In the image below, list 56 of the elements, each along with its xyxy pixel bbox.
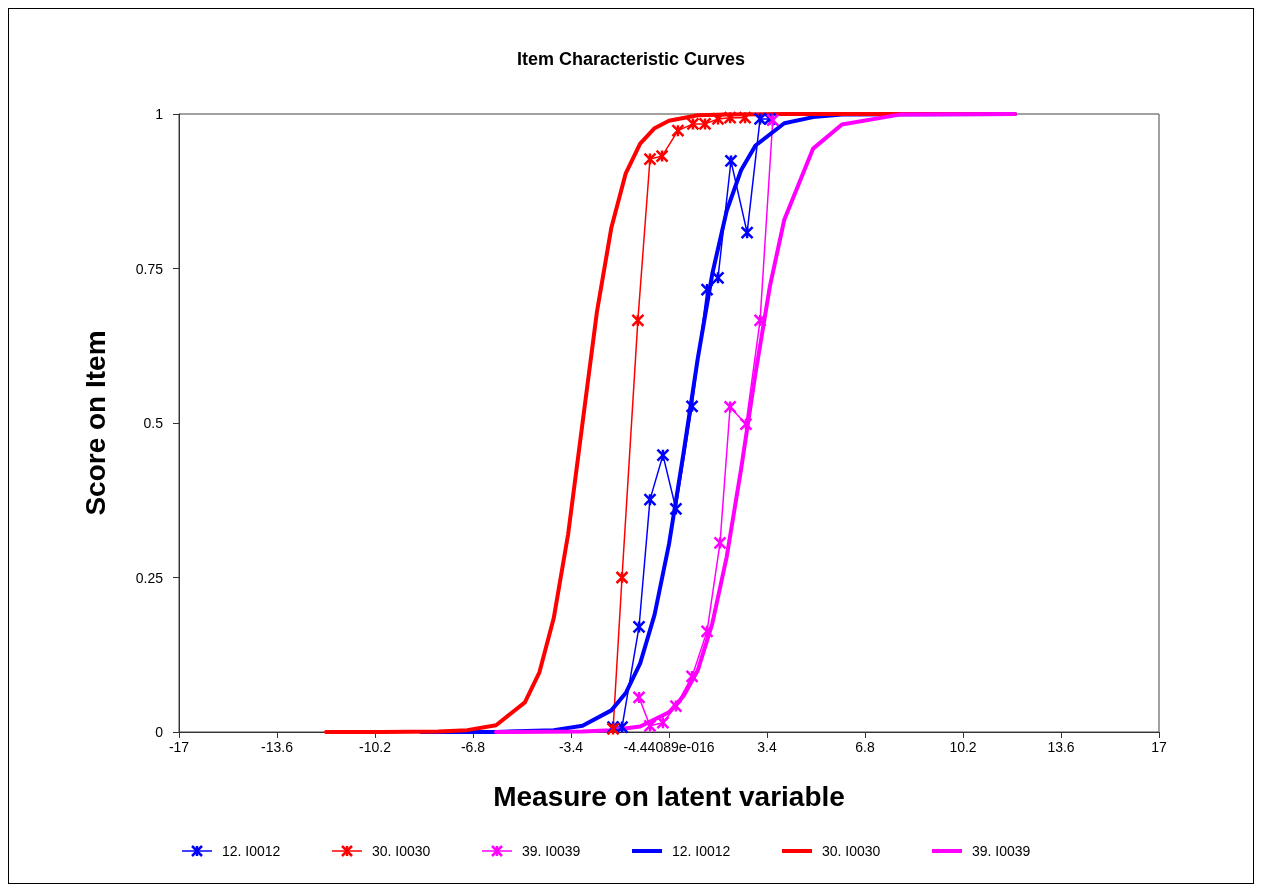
point bbox=[711, 271, 725, 285]
point bbox=[700, 624, 714, 639]
point bbox=[711, 112, 725, 126]
point bbox=[739, 417, 753, 431]
point bbox=[632, 620, 646, 634]
legend-label: 12. I0012 bbox=[222, 843, 281, 859]
x-axis-title: Measure on latent variable bbox=[493, 780, 845, 812]
point bbox=[723, 110, 737, 125]
x-tick-label: -13.6 bbox=[261, 739, 294, 755]
point bbox=[753, 112, 767, 126]
x-tick-label: 10.2 bbox=[949, 739, 977, 755]
point bbox=[738, 110, 752, 125]
x-tick-label: -3.4 bbox=[558, 739, 584, 755]
point bbox=[656, 448, 670, 462]
y-tick-label: 0 bbox=[155, 724, 164, 740]
point bbox=[632, 690, 646, 705]
legend-label: 39. I0039 bbox=[972, 843, 1031, 859]
legend-label: 30. I0030 bbox=[372, 843, 431, 859]
point bbox=[643, 152, 657, 166]
x-tick-label: 6.8 bbox=[855, 739, 875, 755]
y-tick-label: 1 bbox=[155, 106, 164, 122]
point bbox=[655, 149, 669, 163]
x-tick-label: -17 bbox=[168, 739, 190, 755]
y-axis-title: Score on Item bbox=[79, 330, 111, 516]
point bbox=[615, 570, 629, 585]
point bbox=[723, 400, 737, 414]
y-tick-label: 0.5 bbox=[143, 415, 164, 431]
x-tick-label: -10.2 bbox=[359, 739, 392, 755]
point bbox=[698, 117, 712, 131]
point bbox=[700, 282, 714, 297]
point bbox=[631, 313, 645, 328]
point bbox=[671, 123, 685, 138]
legend-label: 12. I0012 bbox=[672, 843, 731, 859]
x-tick-label: 3.4 bbox=[757, 739, 777, 755]
point bbox=[685, 669, 699, 684]
x-tick-label: 17 bbox=[1151, 739, 1167, 755]
point bbox=[643, 492, 657, 507]
legend-label: 39. I0039 bbox=[522, 843, 581, 859]
x-tick-label: 13.6 bbox=[1047, 739, 1075, 755]
chart-title: Item Characteristic Curves bbox=[516, 49, 746, 69]
point bbox=[643, 719, 657, 733]
y-tick-label: 0.25 bbox=[135, 569, 164, 586]
point bbox=[656, 715, 670, 730]
point bbox=[724, 154, 738, 168]
point bbox=[740, 225, 754, 240]
point bbox=[685, 399, 699, 414]
point bbox=[713, 536, 727, 550]
legend-label: 30. I0030 bbox=[822, 843, 881, 859]
x-tick-label: -6.8 bbox=[460, 739, 486, 755]
point bbox=[753, 313, 767, 328]
point bbox=[669, 699, 683, 713]
point bbox=[615, 720, 629, 734]
point bbox=[669, 502, 683, 516]
x-tick-label: -4.44089e-016 bbox=[623, 739, 715, 755]
point bbox=[686, 117, 700, 131]
y-tick-label: 0.75 bbox=[135, 260, 164, 277]
